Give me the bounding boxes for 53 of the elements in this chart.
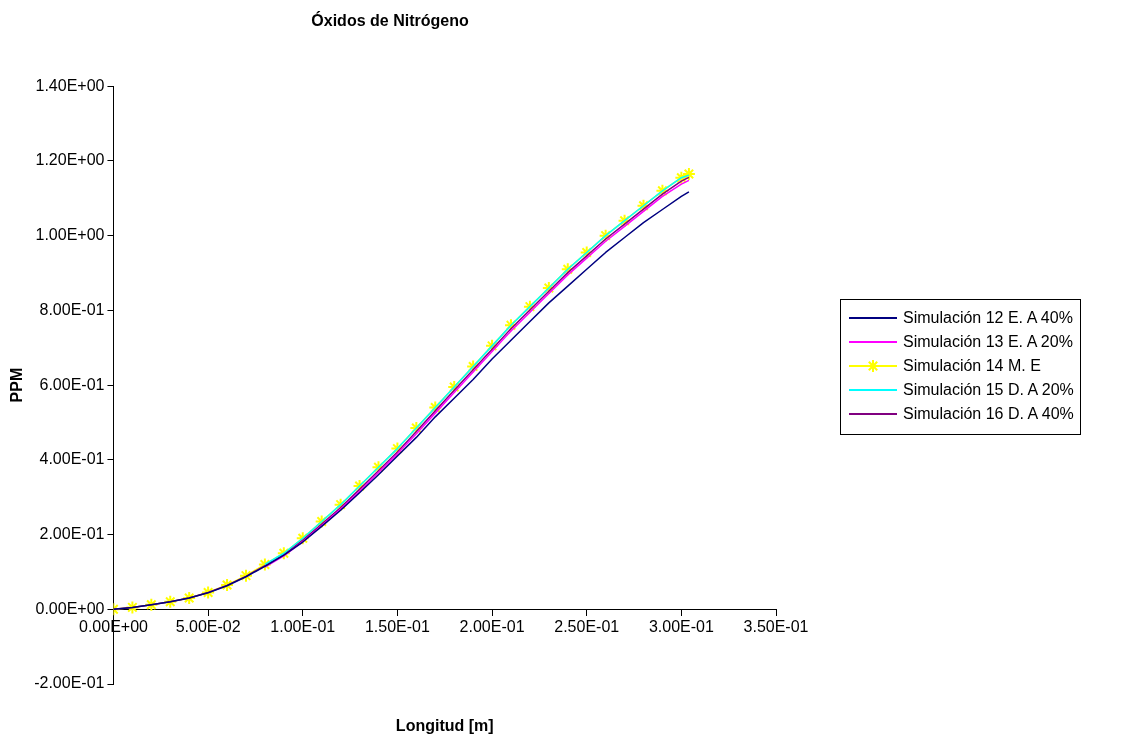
x-tick-label: 3.50E-01 [743, 618, 809, 636]
legend-label: Simulación 13 E. A 20% [903, 333, 1073, 351]
point [238, 568, 253, 583]
y-tick-label: 1.40E+00 [35, 76, 105, 94]
point [522, 299, 537, 314]
y-tick-label: 4.00E-01 [39, 450, 105, 468]
y-tick-label: 6.00E-01 [39, 375, 105, 393]
point [447, 379, 462, 394]
point [655, 183, 670, 198]
point [144, 597, 159, 612]
legend-label: Simulación 15 D. A 20% [903, 381, 1074, 399]
x-tick-label: 1.00E-01 [270, 618, 336, 636]
x-tick-label: 2.50E-01 [554, 618, 620, 636]
point [503, 318, 518, 333]
x-tick-label: 5.00E-02 [175, 618, 241, 636]
point [674, 170, 689, 185]
y-tick-label: 8.00E-01 [39, 300, 105, 318]
point [201, 585, 216, 600]
x-tick-label: 2.00E-01 [459, 618, 525, 636]
point [681, 167, 696, 181]
legend-label: Simulación 16 D. A 40% [903, 405, 1074, 423]
point [466, 359, 481, 374]
point [295, 531, 310, 546]
y-tick-label: 0.00E+00 [35, 599, 105, 617]
x-axis-title: Longitud [m] [395, 717, 494, 735]
point [314, 514, 329, 529]
point [371, 460, 386, 475]
point [276, 546, 291, 561]
y-tick-label: 2.00E-01 [39, 524, 105, 542]
legend-label: Simulación 14 M. E [903, 357, 1041, 375]
point [220, 577, 235, 592]
x-tick-label: 3.00E-01 [648, 618, 714, 636]
point [409, 421, 424, 436]
point [617, 213, 632, 228]
point [541, 280, 556, 295]
point [598, 228, 613, 243]
legend-label: Simulación 12 E. A 40% [903, 309, 1073, 327]
point [125, 600, 140, 615]
y-tick-label: -2.00E-01 [34, 674, 105, 692]
y-tick-label: 1.00E+00 [35, 226, 105, 244]
x-tick-label: 1.50E-01 [364, 618, 430, 636]
y-tick-label: 1.20E+00 [35, 151, 105, 169]
point [579, 245, 594, 260]
y-axis-title: PPM [8, 367, 26, 403]
point [333, 497, 348, 512]
point [163, 594, 178, 609]
point [257, 557, 272, 572]
point [636, 198, 651, 213]
point [485, 338, 500, 353]
point [560, 262, 575, 277]
chart-title: Óxidos de Nitrógeno [311, 11, 469, 30]
point [428, 400, 443, 415]
point [182, 591, 197, 606]
